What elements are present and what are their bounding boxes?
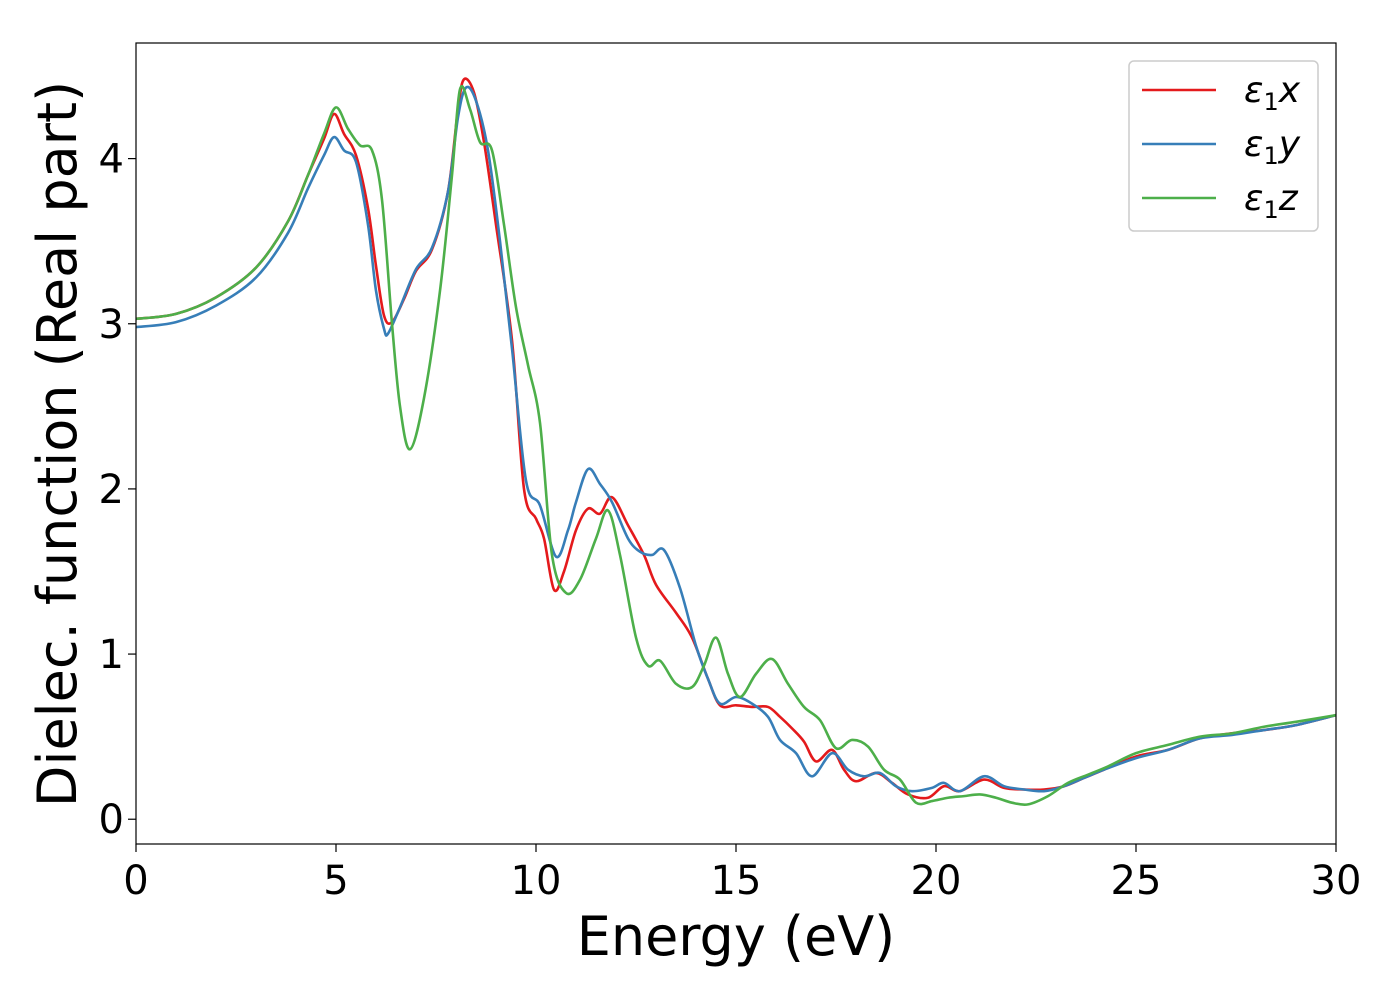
x-tick-label: 10 bbox=[511, 858, 562, 904]
y-tick-label: 3 bbox=[99, 302, 124, 348]
y-axis: 0 1 2 3 4 bbox=[99, 137, 136, 843]
y-tick-label: 0 bbox=[99, 797, 124, 843]
x-tick-label: 30 bbox=[1311, 858, 1362, 904]
y-tick-label: 2 bbox=[99, 467, 124, 513]
x-tick-label: 5 bbox=[323, 858, 348, 904]
y-axis-label: Dielec. function (Real part) bbox=[26, 81, 89, 807]
series-line-y bbox=[136, 85, 1336, 793]
legend-box bbox=[1128, 60, 1319, 232]
x-axis-label: Energy (eV) bbox=[577, 905, 896, 968]
legend-label-z: ε1z bbox=[1244, 178, 1299, 224]
x-tick-label: 20 bbox=[911, 858, 962, 904]
legend-label-x: ε1x bbox=[1244, 70, 1301, 116]
legend: ε1x ε1y ε1z bbox=[1128, 60, 1319, 232]
x-tick-label: 0 bbox=[123, 858, 148, 904]
series-layer bbox=[136, 77, 1336, 807]
series-line-z bbox=[136, 85, 1336, 807]
y-tick-label: 4 bbox=[99, 137, 124, 183]
x-tick-label: 15 bbox=[711, 858, 762, 904]
x-axis: 0 5 10 15 20 25 30 bbox=[123, 844, 1361, 904]
y-tick-label: 1 bbox=[99, 632, 124, 678]
legend-label-y: ε1y bbox=[1244, 124, 1301, 170]
x-tick-label: 25 bbox=[1111, 858, 1162, 904]
